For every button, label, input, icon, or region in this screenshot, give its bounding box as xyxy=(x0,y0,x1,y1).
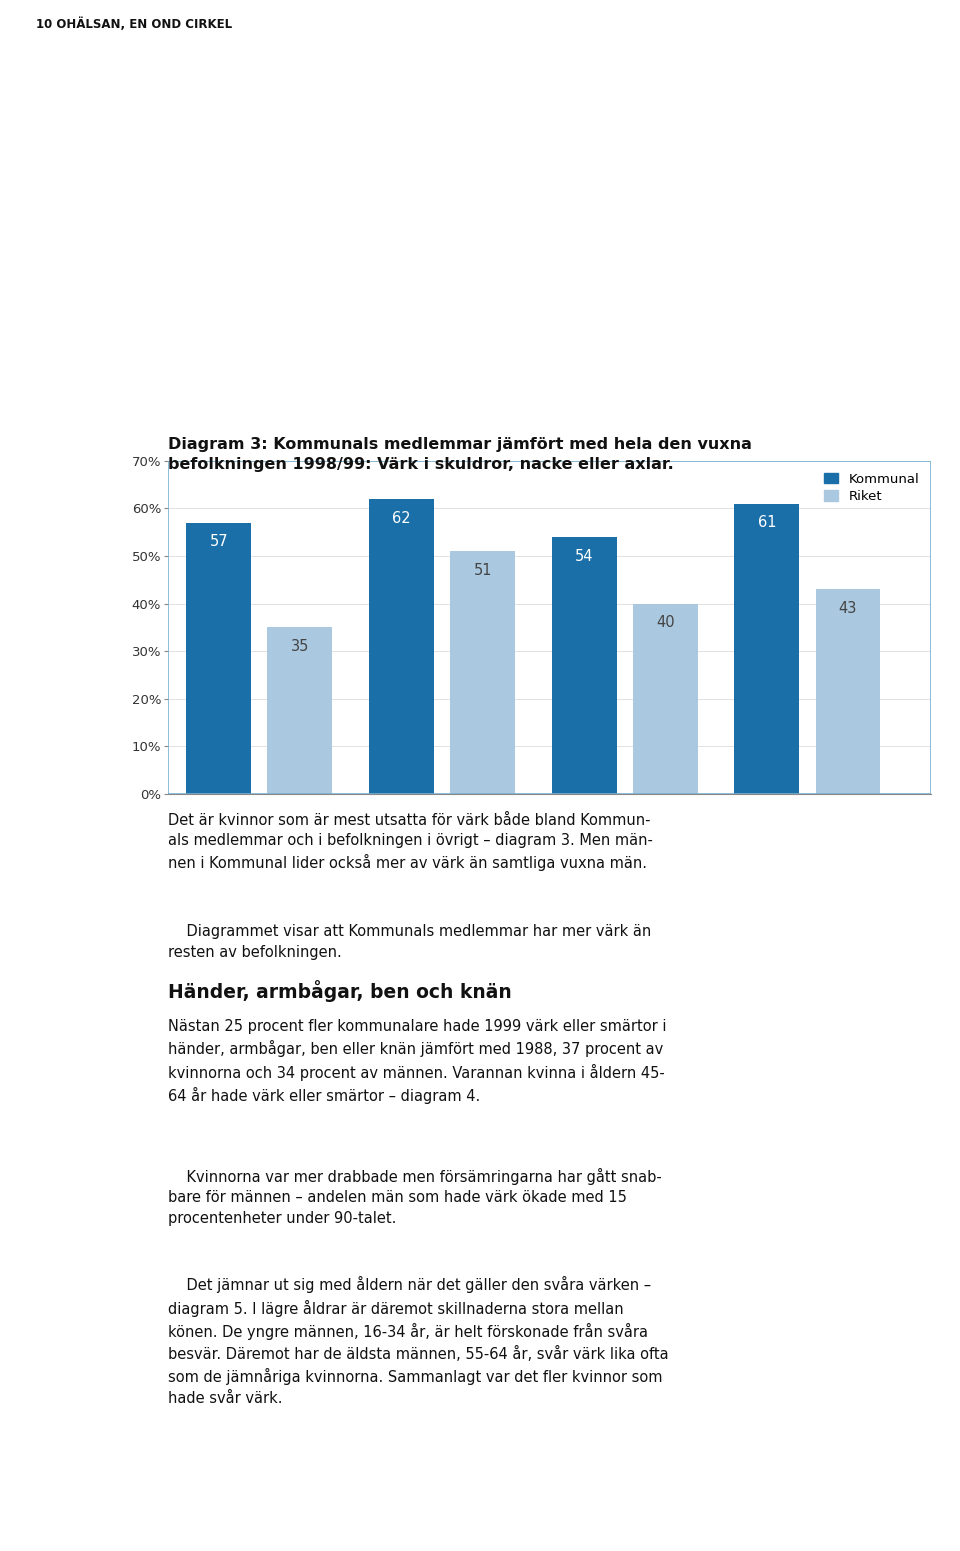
Text: Diagrammet visar att Kommunals medlemmar har mer värk än
resten av befolkningen.: Diagrammet visar att Kommunals medlemmar… xyxy=(168,924,651,960)
Text: Nästan 25 procent fler kommunalare hade 1999 värk eller smärtor i
händer, armbåg: Nästan 25 procent fler kommunalare hade … xyxy=(168,1019,666,1104)
Text: 61: 61 xyxy=(757,515,776,530)
Bar xyxy=(369,499,434,794)
Text: Det jämnar ut sig med åldern när det gäller den svåra värken –
diagram 5. I lägr: Det jämnar ut sig med åldern när det gäl… xyxy=(168,1276,668,1405)
Bar xyxy=(734,504,800,794)
Text: 62: 62 xyxy=(392,510,411,526)
Text: 35: 35 xyxy=(291,639,309,655)
Bar xyxy=(552,537,616,794)
Text: 57: 57 xyxy=(209,535,228,549)
Text: Kvinnorna var mer drabbade men försämringarna har gått snab-
bare för männen – a: Kvinnorna var mer drabbade men försämrin… xyxy=(168,1168,661,1225)
Text: Det är kvinnor som är mest utsatta för värk både bland Kommun-
als medlemmar och: Det är kvinnor som är mest utsatta för v… xyxy=(168,813,653,872)
Text: 10 OHÄLSAN, EN OND CIRKEL: 10 OHÄLSAN, EN OND CIRKEL xyxy=(36,17,232,31)
Text: 43: 43 xyxy=(839,602,857,616)
Bar xyxy=(633,603,698,794)
Bar xyxy=(186,523,252,794)
Text: Händer, armbågar, ben och knän: Händer, armbågar, ben och knän xyxy=(168,980,512,1002)
Text: 40: 40 xyxy=(656,616,675,630)
Text: 54: 54 xyxy=(575,549,593,563)
Text: Diagram 3: Kommunals medlemmar jämfört med hela den vuxna
befolkningen 1998/99: : Diagram 3: Kommunals medlemmar jämfört m… xyxy=(168,437,752,472)
Bar xyxy=(450,551,516,794)
Bar xyxy=(815,589,880,794)
Legend: Kommunal, Riket: Kommunal, Riket xyxy=(818,467,924,509)
Bar xyxy=(268,628,332,794)
Text: 51: 51 xyxy=(473,563,492,579)
